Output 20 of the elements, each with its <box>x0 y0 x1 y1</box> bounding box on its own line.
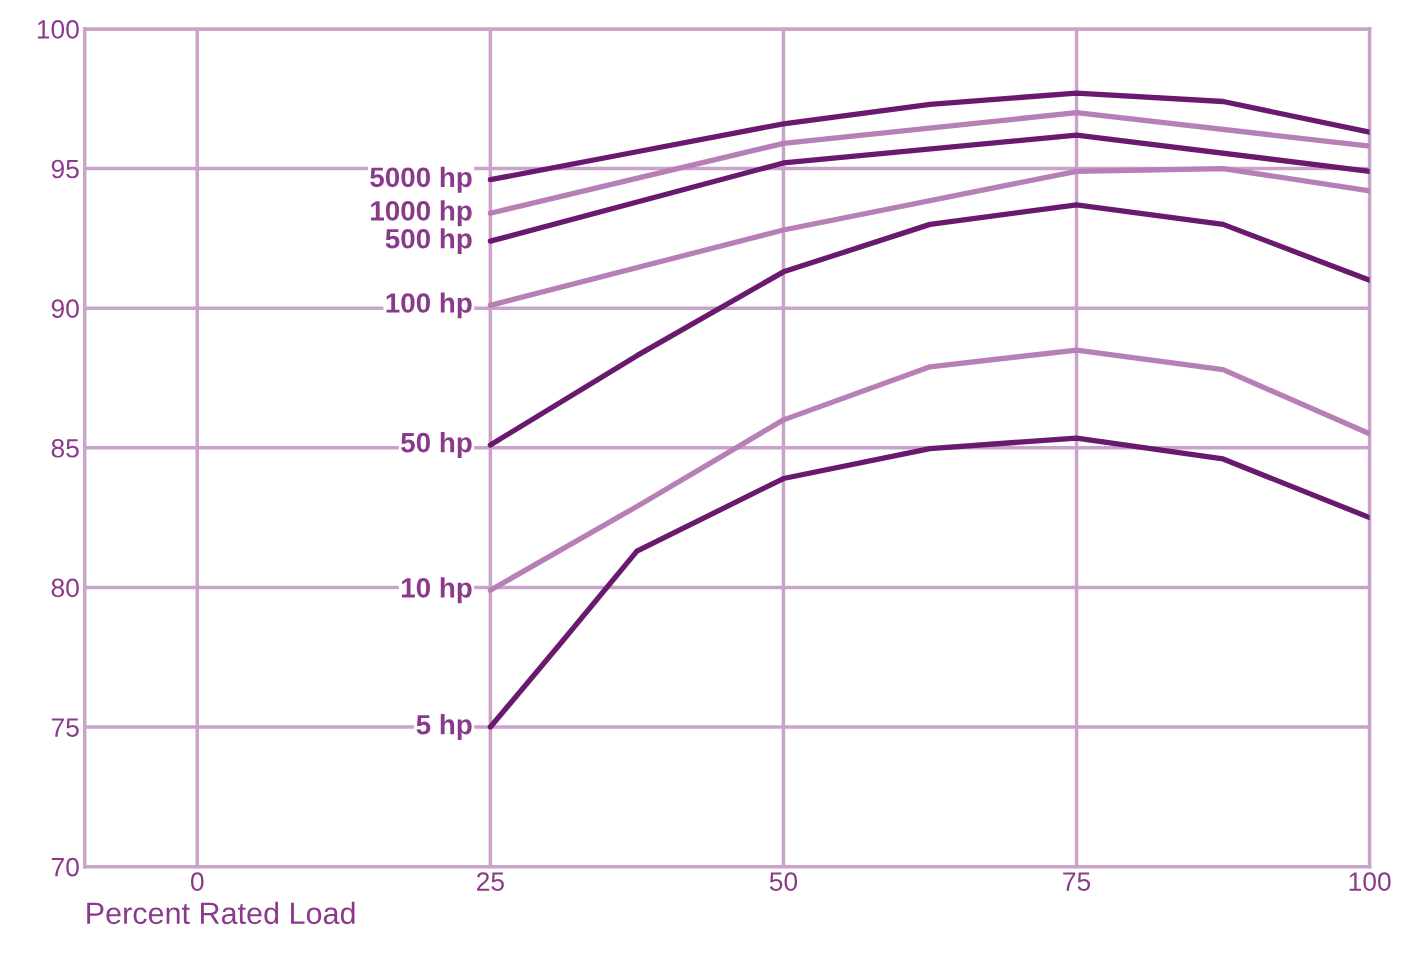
x-tick-label: 100 <box>1349 872 1391 891</box>
series-label: 1000 hp <box>371 200 472 227</box>
y-tick-label: 95 <box>51 159 79 179</box>
y-tick-label: 75 <box>51 718 79 737</box>
y-tick-label: 85 <box>51 438 79 458</box>
series-label: 5000 hp <box>370 166 472 193</box>
x-tick-label: 25 <box>477 872 504 891</box>
x-tick-label: 0 <box>190 872 204 891</box>
series-label: 10 hp <box>401 577 472 604</box>
series-label: 5 hp <box>416 714 472 741</box>
x-axis-title: Percent Rated Load <box>87 901 355 925</box>
y-tick-label: 100 <box>37 20 79 39</box>
series-label: 50 hp <box>401 432 472 458</box>
series-label: 100 hp <box>386 292 472 319</box>
x-tick-label: 50 <box>769 872 798 891</box>
series-label: 500 hp <box>385 228 472 255</box>
y-tick-label: 90 <box>51 299 79 318</box>
x-tick-label: 75 <box>1063 872 1091 891</box>
y-tick-label: 70 <box>51 857 79 877</box>
y-tick-label: 80 <box>51 578 79 598</box>
